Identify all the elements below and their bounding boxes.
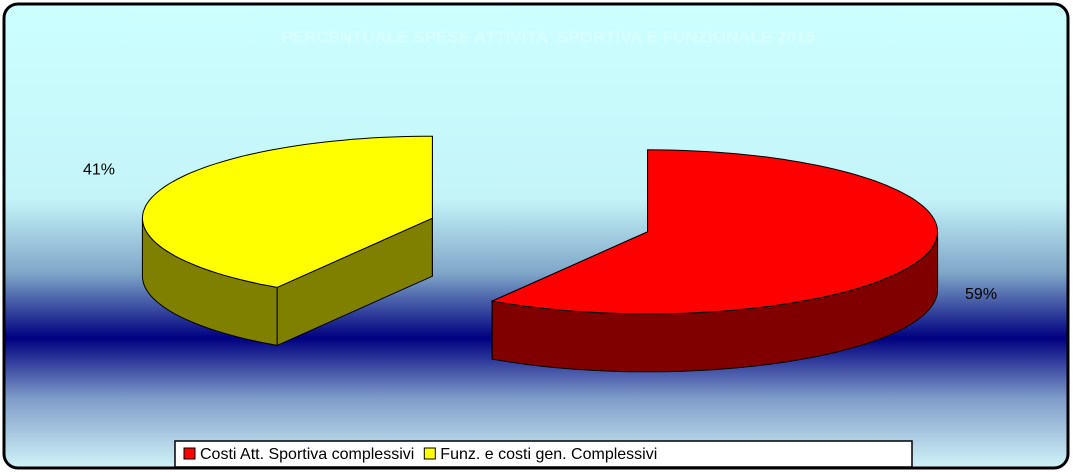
- slice-top: [141, 135, 433, 288]
- pie: [141, 135, 939, 373]
- legend-box: [174, 440, 913, 468]
- data-label: 41%: [83, 162, 115, 179]
- slice: [490, 149, 939, 373]
- legend-label: Funz. e costi gen. Complessivi: [440, 446, 657, 463]
- legend-swatch: [183, 447, 196, 460]
- slice-top: [490, 149, 938, 315]
- data-label: 59%: [965, 286, 997, 303]
- legend-swatch: [423, 447, 436, 460]
- legend: Costi Att. Sportiva complessivi Funz. e c…: [174, 440, 913, 468]
- slice: [141, 135, 433, 347]
- chart-title: PERCENTUALE SPESE ATTIVITA' SPORTIVA E F…: [281, 27, 815, 46]
- legend-label: Costi Att. Sportiva complessivi: [200, 446, 414, 463]
